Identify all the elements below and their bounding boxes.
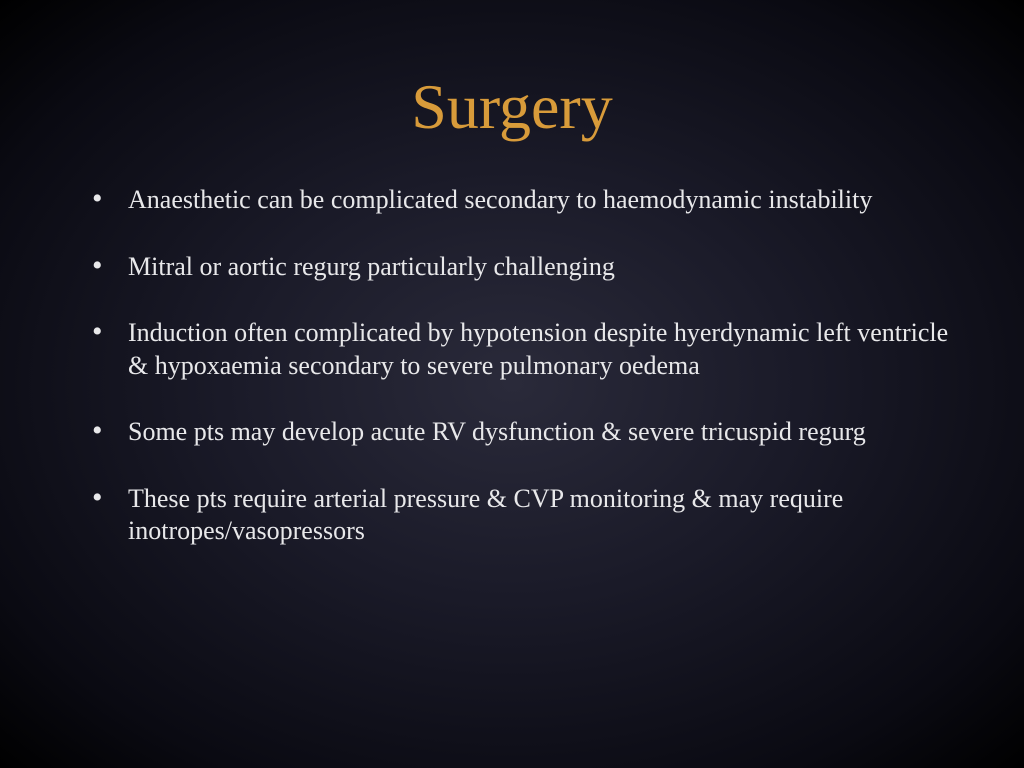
slide-title: Surgery (70, 70, 954, 144)
bullet-item: These pts require arterial pressure & CV… (100, 483, 954, 548)
bullet-item: Induction often complicated by hypotensi… (100, 317, 954, 382)
slide-container: Surgery Anaesthetic can be complicated s… (0, 0, 1024, 768)
bullet-list: Anaesthetic can be complicated secondary… (70, 184, 954, 548)
bullet-item: Mitral or aortic regurg particularly cha… (100, 251, 954, 284)
bullet-item: Some pts may develop acute RV dysfunctio… (100, 416, 954, 449)
bullet-item: Anaesthetic can be complicated secondary… (100, 184, 954, 217)
